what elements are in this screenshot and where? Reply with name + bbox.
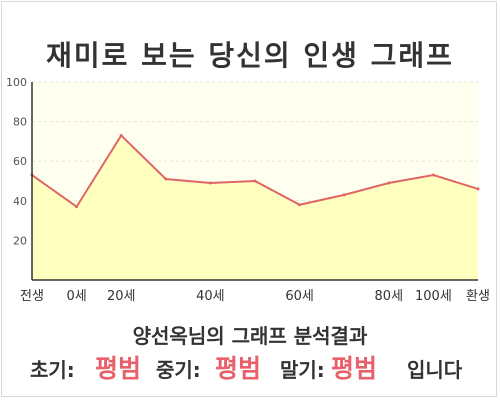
x-tick-label: 20세 <box>107 289 136 304</box>
data-point-50세 <box>253 179 257 183</box>
late-value: 평범 <box>331 354 378 383</box>
early-value: 평범 <box>95 354 142 383</box>
data-point-20세 <box>119 133 123 137</box>
x-tick-label: 80세 <box>375 289 404 304</box>
y-tick-label: 40 <box>13 195 27 208</box>
data-point-80세 <box>387 181 391 185</box>
data-point-0세 <box>75 205 79 209</box>
y-tick-label: 80 <box>13 116 27 129</box>
y-tick-label: 100 <box>6 76 27 89</box>
data-point-30세 <box>164 177 168 181</box>
x-tick-label: 환생 <box>466 289 490 304</box>
series-area <box>32 135 478 280</box>
life-graph-chart: 20 40 60 80 100 전생 0세 20세 40세 60세 80세 100세 환생 <box>6 76 490 304</box>
middle-label: 중기: <box>156 358 201 382</box>
page-title: 재미로 보는 당신의 인생 그래프 <box>46 39 454 72</box>
y-tick-label: 60 <box>13 155 27 168</box>
x-tick-label: 전생 <box>20 289 44 304</box>
data-point-40세 <box>208 181 212 185</box>
middle-value: 평범 <box>215 354 262 383</box>
late-label: 말기: <box>280 358 325 382</box>
y-tick-label: 20 <box>13 234 27 247</box>
data-point-60세 <box>298 203 302 207</box>
ending-text: 입니다 <box>407 358 463 382</box>
x-tick-label: 0세 <box>66 289 86 304</box>
x-tick-label: 60세 <box>285 289 314 304</box>
early-label: 초기: <box>30 358 75 382</box>
data-point-70세 <box>342 193 346 197</box>
analysis-heading: 양선옥님의 그래프 분석결과 <box>132 324 368 348</box>
data-point-100세 <box>431 173 435 177</box>
data-point-환생 <box>476 187 480 191</box>
x-tick-label: 100세 <box>415 289 452 304</box>
x-tick-label: 40세 <box>196 289 225 304</box>
